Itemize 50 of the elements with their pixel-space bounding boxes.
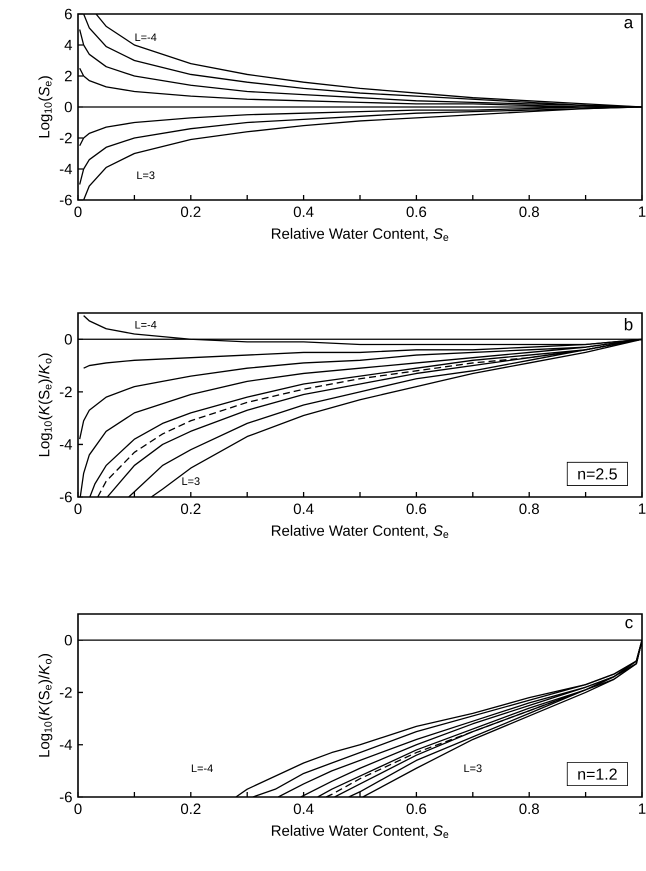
x-tick-label: 0.6 [406, 504, 426, 514]
y-tick-label: -6 [60, 792, 72, 802]
y-tick-label: -2 [60, 386, 72, 398]
y-tick-label: 2 [64, 70, 72, 82]
annotation: n=2.5 [578, 468, 617, 480]
annotation: L=3 [464, 764, 482, 772]
x-tick-label: 1 [638, 206, 646, 217]
x-tick-label: 0.4 [294, 804, 314, 814]
y-tick-label: -6 [60, 492, 72, 502]
y-tick-label: 6 [64, 8, 72, 20]
x-tick-label: 0.8 [519, 206, 539, 218]
y-tick-label: 0 [64, 634, 72, 646]
annotation: L=-4 [192, 764, 213, 772]
x-axis-title: Relative Water Content, S$_{e}$ [272, 824, 448, 838]
y-axis-title: Log$_{10}$(S$_{e}$) [38, 76, 52, 138]
annotation: L=-4 [135, 33, 156, 42]
x-tick-label: 0.2 [180, 206, 200, 218]
annotation: c [625, 619, 633, 628]
annotation: n=1.2 [578, 768, 617, 780]
x-tick-label: 0 [74, 206, 82, 218]
x-axis-title: Relative Water Content, S$_{e}$ [272, 524, 448, 538]
x-tick-label: 0.4 [294, 206, 314, 218]
x-tick-label: 0 [74, 504, 82, 514]
x-tick-label: 0.6 [406, 206, 426, 218]
y-tick-label: -2 [60, 132, 72, 144]
y-tick-label: -4 [60, 164, 72, 174]
y-tick-label: 4 [64, 40, 72, 50]
text: Log$_{10}$(K(S$_{e}$)/K$_{o}$) [38, 654, 52, 757]
y-tick-label: -4 [60, 439, 72, 450]
x-tick-label: 0.6 [406, 804, 426, 814]
y-tick-label: -6 [60, 194, 72, 206]
x-tick-label: 1 [638, 504, 646, 514]
annotation: L=3 [182, 477, 200, 486]
annotation: L=3 [137, 171, 154, 180]
x-axis-title: Relative Water Content, S$_{e}$ [272, 228, 448, 241]
x-tick-label: 0.8 [519, 804, 539, 814]
x-tick-label: 0.2 [180, 804, 200, 814]
x-tick-label: 0.8 [519, 504, 539, 514]
x-tick-label: 0 [74, 804, 82, 814]
y-tick-label: 0 [64, 102, 72, 112]
x-tick-label: 0.4 [294, 504, 314, 514]
annotation: a [624, 19, 634, 28]
y-tick-label: 0 [64, 334, 72, 345]
y-tick-label: -2 [60, 687, 72, 698]
x-tick-label: 0.2 [180, 504, 200, 514]
y-tick-label: -4 [60, 740, 72, 750]
annotation: b [624, 318, 632, 330]
x-tick-label: 1 [638, 804, 646, 814]
text: Log$_{10}$(K(S$_{e}$)/K$_{o}$) [38, 354, 52, 456]
annotation: L=-4 [135, 321, 156, 329]
